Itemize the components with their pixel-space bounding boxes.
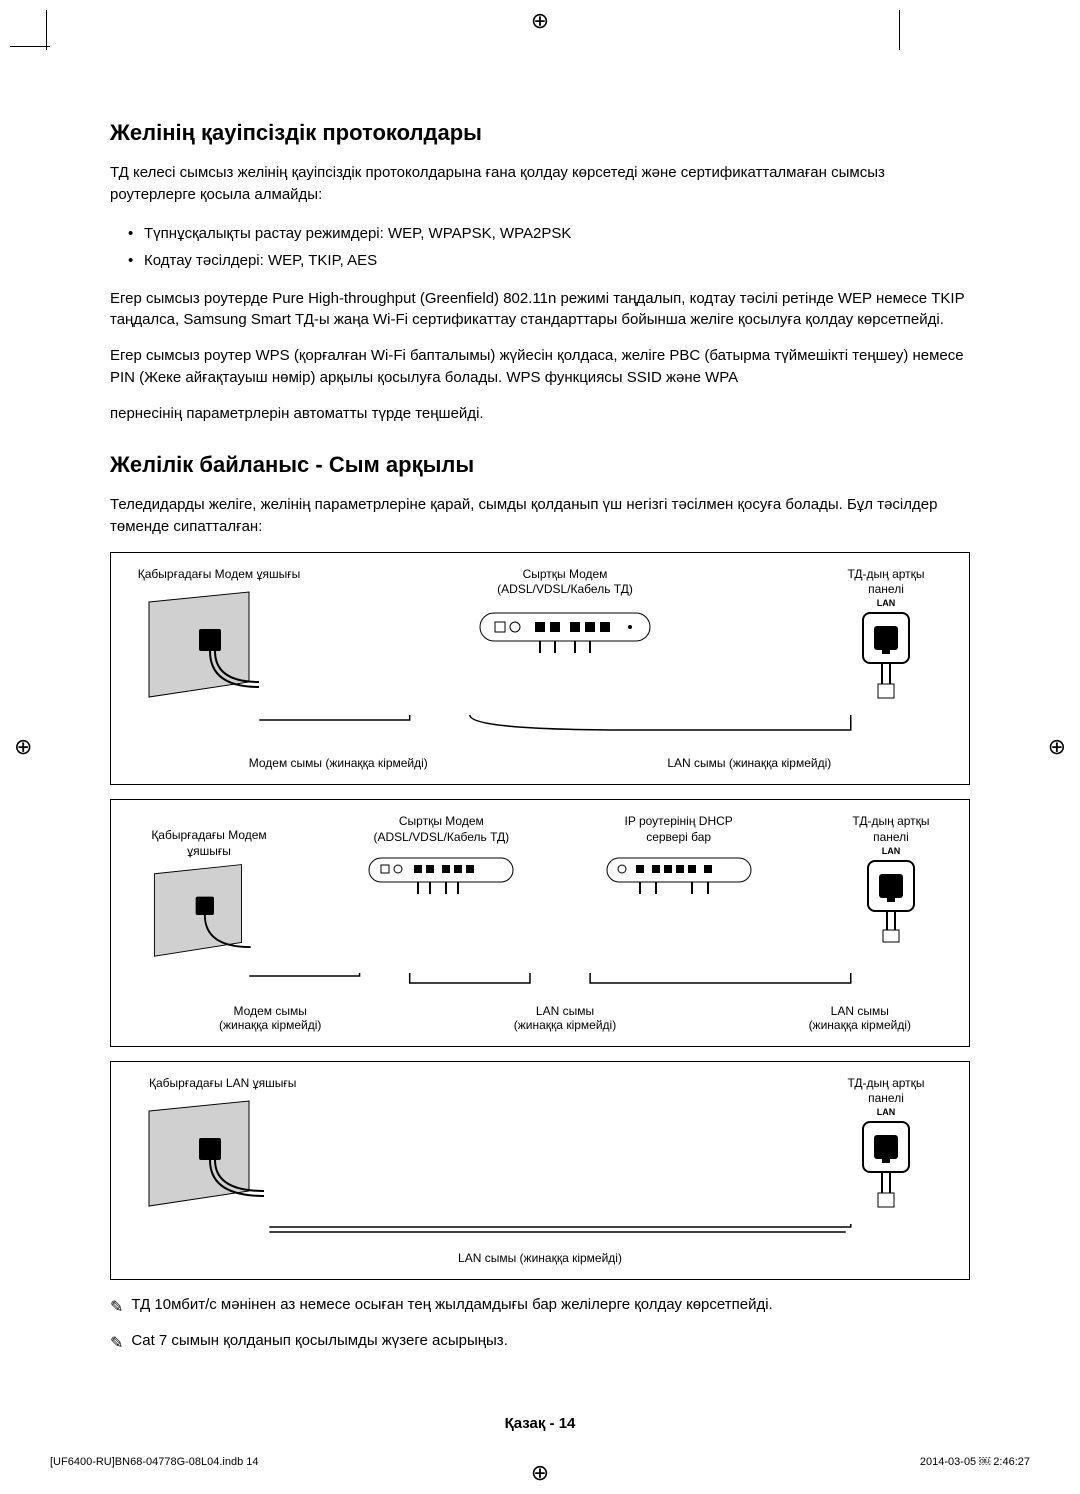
note-icon: ✎	[110, 1296, 123, 1320]
page-content: Желінің қауіпсіздік протоколдары ТД келе…	[0, 0, 1080, 1422]
cable-label: LAN сымы (жинаққа кірмейді)	[809, 1004, 911, 1032]
cable-label: LAN сымы (жинаққа кірмейді)	[514, 1004, 616, 1032]
tv-panel-label-sub: панелі	[821, 582, 951, 598]
modem-label-top: Сыртқы Модем	[356, 814, 526, 830]
section1-title: Желінің қауіпсіздік протоколдары	[110, 120, 970, 146]
lan-port-icon	[862, 1121, 910, 1173]
page-number: Қазақ - 14	[0, 1415, 1080, 1432]
tv-panel-label-top: ТД-дың артқы	[821, 567, 951, 583]
modem-icon	[366, 846, 516, 896]
cable-label: Модем сымы (жинаққа кірмейді)	[219, 1004, 321, 1032]
registration-mark-icon: ⊕	[531, 8, 549, 34]
footer-timestamp: 2014-03-05 ￼ 2:46:27	[920, 1456, 1030, 1468]
cable-path-icon	[129, 715, 951, 745]
cable-path-icon	[129, 973, 951, 997]
section2-intro: Теледидарды желіге, желінің параметрлері…	[110, 494, 970, 538]
section2: Желілік байланыс - Сым арқылы Теледидард…	[110, 452, 970, 1356]
footer-filename: [UF6400-RU]BN68-04778G-08L04.indb 14	[50, 1456, 259, 1468]
tv-panel-label-top: ТД-дың артқы	[831, 814, 951, 830]
wall-jack-label: Қабырғадағы Модем ұяшығы	[129, 567, 309, 583]
modem-label-sub: (ADSL/VDSL/Кабель ТД)	[309, 582, 821, 598]
section1-p3: Егер сымсыз роутер WPS (қорғалған Wi-Fi …	[110, 345, 970, 389]
modem-label-top: Сыртқы Модем	[309, 567, 821, 583]
crop-mark	[899, 10, 900, 50]
cable-path-icon	[129, 1224, 951, 1244]
lan-port-icon	[867, 860, 915, 912]
cable-down-icon	[862, 1173, 910, 1213]
section1-p1: ТД келесі сымсыз желінің қауіпсіздік про…	[110, 162, 970, 206]
wall-jack-label: Қабырғадағы Модем ұяшығы	[129, 828, 289, 859]
cable-label: Модем сымы (жинаққа кірмейді)	[249, 756, 428, 770]
note-item: ✎ Cat 7 сымын қолданып қосылымды жүзеге …	[110, 1330, 970, 1356]
cable-label: LAN сымы (жинаққа кірмейді)	[129, 1251, 951, 1265]
router-icon	[604, 846, 754, 896]
crop-mark	[10, 46, 50, 47]
tv-panel-label-sub: панелі	[821, 1091, 951, 1107]
tv-panel-label-sub: панелі	[831, 830, 951, 846]
lan-port-icon	[862, 612, 910, 664]
section1-bullets: Түпнұсқалықты растау режимдері: WEP, WPA…	[128, 220, 970, 274]
router-label-sub: сервері бар	[594, 830, 764, 846]
wall-jack-icon	[129, 860, 299, 970]
cable-down-icon	[867, 912, 915, 948]
note-icon: ✎	[110, 1332, 123, 1356]
tv-panel-label-top: ТД-дың артқы	[821, 1076, 951, 1092]
registration-mark-icon: ⊕	[531, 1460, 549, 1486]
registration-mark-icon: ⊕	[14, 734, 32, 760]
registration-mark-icon: ⊕	[1048, 734, 1066, 760]
modem-label-sub: (ADSL/VDSL/Кабель ТД)	[356, 830, 526, 846]
wall-jack-icon	[129, 582, 299, 712]
section1-p4: пернесінің параметрлерін автоматты түрде…	[110, 403, 970, 425]
bullet-item: Түпнұсқалықты растау режимдері: WEP, WPA…	[128, 220, 970, 247]
diagram-3: Қабырғадағы LAN ұяшығы ТД-дың артқы пане…	[110, 1061, 970, 1281]
cable-label: LAN сымы (жинаққа кірмейді)	[667, 756, 831, 770]
note-item: ✎ ТД 10мбит/с мәнінен аз немесе осыған т…	[110, 1294, 970, 1320]
section2-title: Желілік байланыс - Сым арқылы	[110, 452, 970, 478]
bullet-item: Кодтау тәсілдері: WEP, TKIP, AES	[128, 247, 970, 274]
modem-icon	[475, 598, 655, 658]
lan-port-label: LAN	[831, 846, 951, 856]
diagram-1: Қабырғадағы Модем ұяшығы Сыртқы Модем (A…	[110, 552, 970, 786]
router-label-top: IP роутерінің DHCP	[594, 814, 764, 830]
diagram-2: Қабырғадағы Модем ұяшығы Сыртқы Модем (A…	[110, 799, 970, 1046]
lan-port-label: LAN	[821, 1107, 951, 1117]
crop-mark	[46, 10, 47, 50]
wall-jack-label: Қабырғадағы LAN ұяшығы	[149, 1076, 329, 1092]
section1-p2: Егер сымсыз роутерде Pure High-throughpu…	[110, 288, 970, 332]
cable-down-icon	[862, 664, 910, 704]
wall-jack-icon	[129, 1091, 299, 1221]
lan-port-label: LAN	[821, 598, 951, 608]
